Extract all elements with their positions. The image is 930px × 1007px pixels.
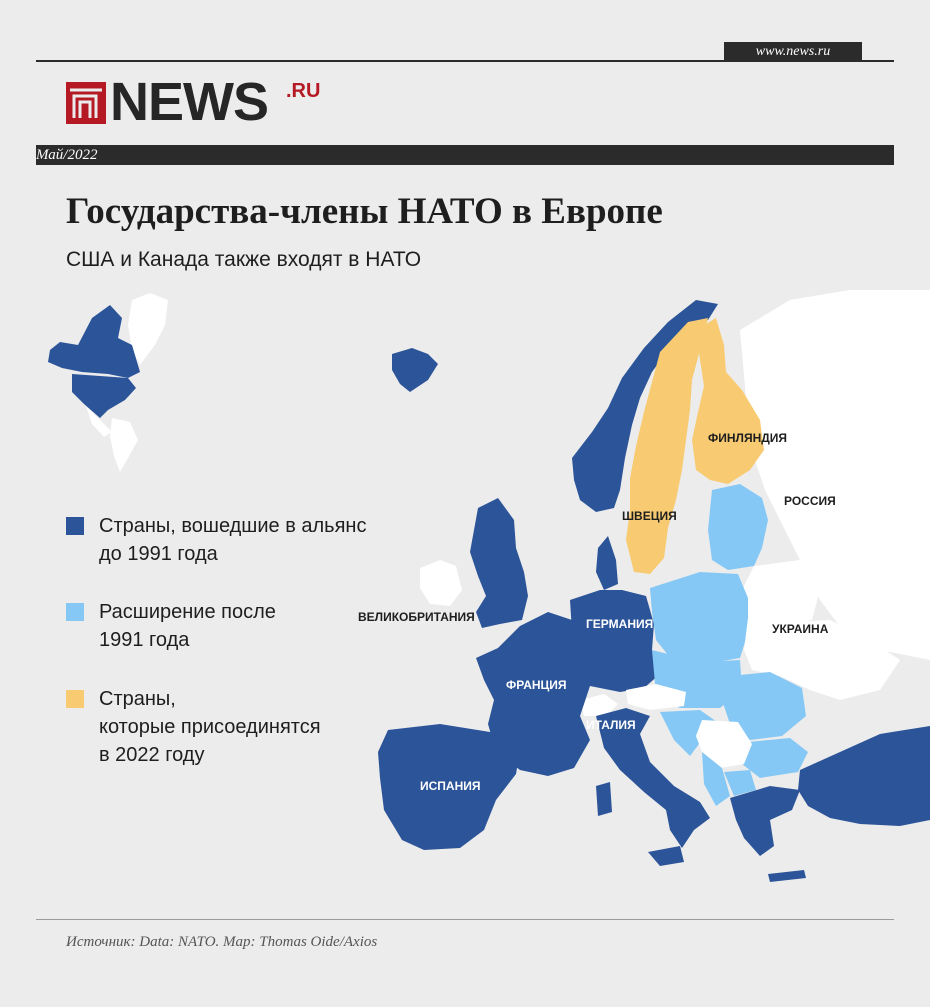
ukraine-shape bbox=[744, 618, 900, 700]
switzerland-shape bbox=[580, 694, 618, 716]
baltics-shape bbox=[708, 484, 768, 570]
legend-label-pre1991: Страны, вошедшие в альянс до 1991 года bbox=[99, 515, 367, 565]
legend-swatch-2022 bbox=[66, 690, 84, 708]
legend-swatch-post1991 bbox=[66, 603, 84, 621]
date-bar bbox=[36, 145, 894, 165]
serbia-bosnia-shape bbox=[696, 720, 752, 768]
uk-shape bbox=[470, 498, 528, 628]
south-america-shape bbox=[110, 418, 138, 472]
map-label-france: ФРАНЦИЯ bbox=[506, 678, 567, 692]
page-title: Государства-члены НАТО в Европе bbox=[66, 191, 663, 232]
north-macedonia-shape bbox=[724, 770, 756, 796]
belarus-shape bbox=[742, 560, 820, 626]
mexico-shape bbox=[86, 406, 112, 437]
turkey-shape bbox=[798, 726, 930, 826]
canada-shape bbox=[48, 305, 140, 378]
sicily-shape bbox=[648, 846, 684, 866]
ireland-shape bbox=[420, 560, 462, 606]
legend-label-post1991: Расширение после 1991 года bbox=[99, 601, 276, 651]
italy-shape bbox=[596, 708, 710, 848]
header-rule bbox=[36, 60, 894, 62]
denmark-shape bbox=[596, 536, 618, 590]
map-label-uk: ВЕЛИКОБРИТАНИЯ bbox=[358, 610, 475, 624]
page-subtitle: США и Канада также входят в НАТО bbox=[66, 248, 422, 271]
norway-shape bbox=[572, 300, 718, 512]
site-url[interactable]: www.news.ru bbox=[724, 42, 862, 61]
germany-shape bbox=[570, 590, 660, 692]
sweden-shape bbox=[626, 318, 708, 574]
map-label-germany: ГЕРМАНИЯ bbox=[586, 617, 654, 631]
france-shape bbox=[476, 612, 590, 776]
logo-wordmark: NEWS bbox=[110, 72, 269, 132]
usa-shape bbox=[72, 374, 136, 418]
map-label-finland: ФИНЛЯНДИЯ bbox=[708, 431, 788, 445]
legend-label-2022: Страны, которые присоединятся в 2022 год… bbox=[99, 688, 321, 766]
austria-shape bbox=[626, 684, 686, 710]
map-label-ukraine: УКРАИНА bbox=[772, 622, 829, 636]
greenland-shape bbox=[128, 293, 168, 365]
map-label-sweden: ШВЕЦИЯ bbox=[622, 509, 677, 523]
publication-date: Май/2022 bbox=[36, 147, 98, 163]
source-credit: Источник: Data: NATO. Map: Thomas Oide/A… bbox=[66, 934, 378, 950]
finland-shape bbox=[692, 318, 764, 484]
news-logo[interactable]: NEWS .RU bbox=[66, 74, 366, 130]
iceland-shape bbox=[392, 348, 438, 392]
logo-suffix: .RU bbox=[286, 80, 321, 102]
bulgaria-shape bbox=[742, 738, 808, 778]
sardinia-shape bbox=[596, 782, 612, 816]
map-label-italy: ИТАЛИЯ bbox=[586, 718, 636, 732]
news-logo-icon bbox=[66, 82, 106, 124]
romania-shape bbox=[722, 672, 806, 740]
legend-swatch-pre1991 bbox=[66, 517, 84, 535]
map-label-russia: РОССИЯ bbox=[784, 494, 836, 508]
poland-shape bbox=[650, 572, 748, 664]
russia-shape bbox=[740, 290, 930, 660]
spain-shape bbox=[378, 724, 520, 850]
footer-rule bbox=[36, 919, 894, 920]
map-label-spain: ИСПАНИЯ bbox=[420, 779, 481, 793]
greece-shape bbox=[730, 786, 800, 856]
crete-shape bbox=[768, 870, 806, 882]
north-america-inset bbox=[48, 293, 168, 472]
montenegro-albania-shape bbox=[702, 752, 730, 806]
